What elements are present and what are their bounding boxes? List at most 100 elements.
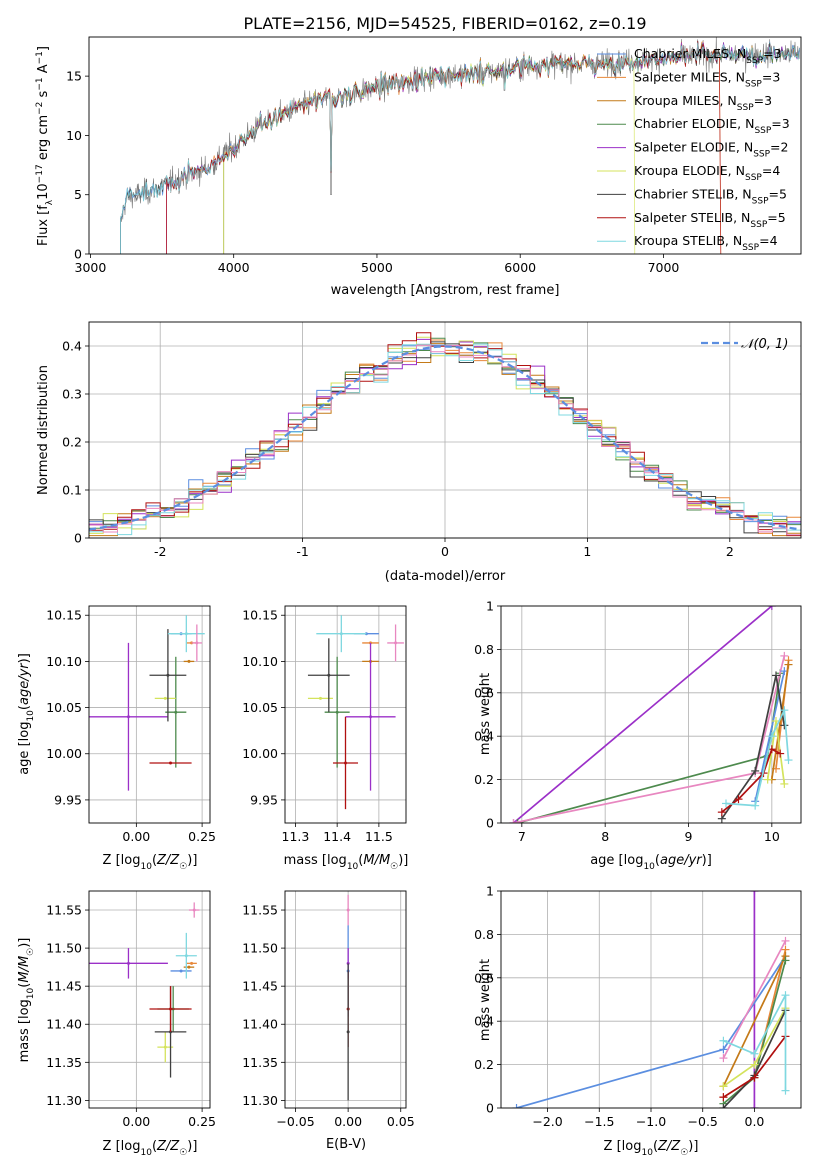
x-tick-label: 7000	[648, 260, 680, 275]
legend-eq: =	[759, 233, 769, 248]
label-part: )]	[17, 938, 32, 948]
legend-nssp: 5	[778, 210, 786, 225]
label-part: (	[17, 983, 32, 988]
label-part: 10	[36, 183, 51, 200]
x-tick-label: 0	[441, 544, 449, 559]
y-tick-label: 0	[486, 816, 494, 831]
label-part: Flux [f	[36, 205, 51, 246]
legend-entry-label: Salpeter STELIB, NSSP=5	[634, 210, 786, 230]
legend-entry-label: Salpeter MILES, NSSP=3	[634, 69, 780, 89]
y-tick-label: 0	[74, 531, 82, 546]
y-tick-label: 10.15	[46, 608, 82, 623]
errorbar-point	[187, 965, 191, 969]
plot-area	[346, 894, 350, 1101]
legend-model-name: Salpeter MILES	[634, 69, 728, 84]
mass-vs-z-panel: 0.00 0.25 11.30 11.35 11.40 11.45 11.50 11.55 Z …	[17, 890, 216, 1158]
weight-vs-z-panel: −2.0 −1.5 −1.0 −0.5 0.0 0 0.2 0.4 0.6 0.8 1 Z [log1…	[474, 884, 802, 1158]
label-part: ☉	[680, 1148, 688, 1158]
label-part: mass [	[17, 1019, 32, 1062]
figure-title: PLATE=2156, MJD=54525, FIBERID=0162, z=0…	[243, 14, 646, 33]
legend-entry-label: Chabrier STELIB, NSSP=5	[634, 186, 787, 206]
legend-sub: SSP	[745, 79, 762, 89]
age-vs-mass-panel: 11.3 11.4 11.5 9.95 10.00 10.05 10.10 10.15 mass…	[242, 605, 409, 872]
errorbar-point	[192, 908, 196, 912]
x-tick-label: −1.5	[584, 1114, 614, 1129]
legend-model-name: Chabrier ELODIE	[634, 116, 737, 131]
y-tick-label: 10.05	[46, 700, 82, 715]
legend-sub: SSP	[754, 126, 771, 136]
errorbar-point	[187, 659, 191, 663]
legend-nssp: 4	[770, 233, 778, 248]
label-part: 10	[26, 987, 36, 999]
label-part: Z [	[103, 1139, 121, 1154]
label-part: −1	[35, 77, 45, 90]
y-tick-label: 0.2	[474, 772, 494, 787]
axes-frame	[284, 890, 407, 1109]
y-axis-label: Normed distribution	[36, 365, 51, 495]
x-axis-label: mass [log10(M/M☉)]	[284, 853, 409, 872]
x-tick-label: 0.05	[387, 1114, 415, 1129]
label-part: M/M	[363, 853, 390, 868]
label-part: (	[655, 853, 660, 868]
weight-line	[722, 955, 787, 1087]
legend-eq: =	[762, 69, 772, 84]
plot-area	[512, 891, 790, 1108]
y-tick-label: 0.1	[62, 483, 82, 498]
label-part: 10	[347, 862, 359, 872]
errorbar-point	[190, 961, 194, 965]
errorbar-point	[163, 1045, 167, 1049]
x-tick-label: −2.0	[532, 1114, 562, 1129]
x-tick-label: 0.25	[188, 829, 216, 844]
errorbar-point	[126, 715, 130, 719]
x-axis-label: wavelength [Angstrom, rest frame]	[331, 283, 560, 298]
y-tick-label: 10	[66, 128, 82, 143]
axes-frame	[500, 890, 802, 1109]
y-tick-label: 9.95	[54, 792, 82, 807]
label-part: age [	[17, 741, 32, 774]
legend-nssp: 3	[782, 116, 790, 131]
y-tick-label: 0.3	[62, 387, 82, 402]
x-tick-label: 4000	[218, 260, 250, 275]
y-tick-label: 0.4	[474, 729, 494, 744]
legend-sep: , N	[728, 163, 745, 178]
legend-entry-label: Kroupa ELODIE, NSSP=4	[634, 163, 780, 183]
legend-sep: , N	[719, 93, 736, 108]
x-axis-label: age [log10(age/yr)]	[590, 853, 712, 872]
legend-eq: =	[767, 210, 777, 225]
label-part: (	[653, 1139, 658, 1154]
y-tick-label: 0.6	[474, 685, 494, 700]
label-part: ☉	[390, 862, 398, 872]
errorbar-point	[335, 710, 339, 714]
x-tick-label: 11.5	[365, 829, 393, 844]
label-part: ]	[36, 46, 51, 51]
label-part: )]	[398, 853, 408, 868]
residuals-panel: -2 -1 0 1 2 0 0.1 0.2 0.3 0.4 (data-model)/error No…	[36, 321, 802, 584]
y-tick-label: 11.40	[46, 1017, 82, 1032]
x-tick-label: 3000	[75, 260, 107, 275]
y-tick-label: 11.45	[242, 979, 278, 994]
legend-model-name: Chabrier STELIB	[634, 186, 734, 201]
label-part: log	[17, 999, 32, 1019]
legend-sub: SSP	[750, 220, 767, 230]
label-part: log	[327, 853, 347, 868]
label-part: ☉	[179, 1148, 187, 1158]
label-part: )]	[702, 853, 712, 868]
y-tick-label: 11.35	[242, 1055, 278, 1070]
legend-entry-label: Kroupa MILES, NSSP=3	[634, 93, 772, 113]
legend-sep: , N	[733, 210, 750, 225]
x-tick-label: 0.25	[188, 1114, 216, 1129]
label-part: −17	[35, 164, 45, 183]
y-tick-label: 5	[74, 187, 82, 202]
legend-entry-label: Salpeter ELODIE, NSSP=2	[634, 140, 788, 160]
weight-line	[770, 664, 790, 780]
label-part: ☉	[26, 948, 36, 956]
errorbar-point	[184, 632, 188, 636]
x-tick-label: 0.0	[745, 1114, 765, 1129]
legend-eq: =	[762, 163, 772, 178]
legend-nssp: 3	[764, 93, 772, 108]
label-part: Z [	[103, 853, 121, 868]
y-tick-label: 11.55	[46, 903, 82, 918]
y-tick-label: 10.10	[242, 654, 278, 669]
legend-entry-label: Chabrier ELODIE, NSSP=3	[634, 116, 790, 136]
